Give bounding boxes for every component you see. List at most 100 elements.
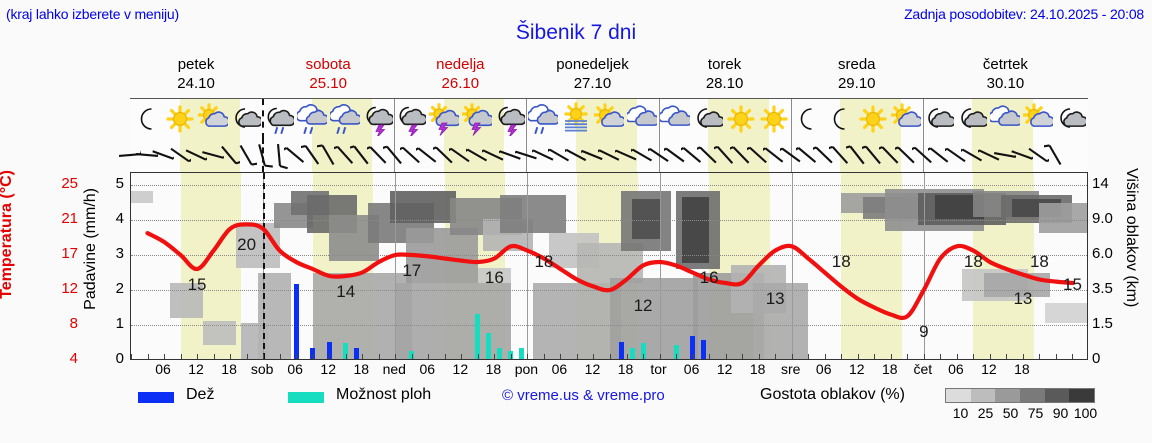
- axis-tick: [956, 354, 958, 359]
- meteogram-plot-area: 15 20 14 17 16 18 12 16 13 18 9 18 13 18 15: [130, 172, 1088, 360]
- day-date: 27.10: [573, 75, 612, 92]
- axis-tick: [131, 354, 132, 359]
- cloud-density-blob: [169, 283, 203, 318]
- copyright-text[interactable]: © vreme.us & vreme.pro: [502, 387, 665, 404]
- wind-barb: [218, 140, 241, 170]
- colorbar-tick-3: 75: [1027, 405, 1044, 421]
- weather-icon-sun: [759, 99, 790, 139]
- cloud-density-blob: [395, 283, 511, 359]
- colorbar-segment-0: [946, 389, 971, 402]
- temperature-value-label: 18: [1029, 252, 1049, 272]
- shower-bar: [486, 332, 492, 359]
- wind-barb: [829, 140, 851, 170]
- wind-barb: [317, 140, 339, 170]
- horizontal-gridline: [131, 325, 1087, 326]
- time-tick-label: tor: [650, 361, 667, 377]
- weather-icon-sun: [164, 99, 195, 139]
- horizontal-gridline: [131, 220, 1087, 221]
- wind-barb: [647, 140, 670, 170]
- axis-tick: [1006, 354, 1008, 359]
- time-tick-label: 06: [948, 361, 964, 377]
- axis-tick: [874, 354, 876, 359]
- day-name: nedelja: [436, 56, 485, 73]
- temperature-value-label: 16: [699, 268, 719, 287]
- axis-tick: [643, 354, 645, 359]
- day-name: četrtek: [982, 56, 1028, 73]
- weather-icon-row: [130, 98, 1088, 139]
- precipitation-axis-title: Padavine (mm/h): [82, 188, 99, 310]
- wind-barb: [268, 140, 290, 170]
- horizontal-gridline: [131, 255, 1087, 256]
- day-separator: [394, 99, 396, 139]
- cloud-density-colorbar: [945, 388, 1095, 403]
- cloud-density-blob: [681, 197, 710, 263]
- axis-tick: [164, 354, 166, 359]
- day-gridline: [395, 173, 397, 359]
- wind-barb: [631, 140, 653, 170]
- axis-tick: [543, 354, 545, 359]
- day-header-3: ponedeljek 27.10: [526, 55, 658, 97]
- cloud-density-blob: [235, 223, 280, 268]
- day-separator: [526, 99, 528, 139]
- wind-barb: [399, 140, 422, 170]
- axis-tick: [692, 354, 694, 359]
- axis-tick: [329, 354, 331, 359]
- day-date: 29.10: [837, 75, 876, 92]
- day-separator: [262, 99, 265, 139]
- axis-tick: [378, 354, 380, 359]
- axis-tick: [560, 354, 562, 359]
- rain-bar: [293, 283, 299, 359]
- wind-barb: [300, 140, 323, 170]
- cloud-density-colorbar-ticks: 10 25 50 75 90 100: [940, 405, 1102, 423]
- weather-icon-cloud: [627, 99, 658, 139]
- day-header-bar: petek 24.10 sobota 25.10 nedelja 26.10 ponedel…: [130, 55, 1088, 97]
- wind-barb: [548, 140, 570, 170]
- colorbar-tick-5: 100: [1073, 405, 1098, 421]
- weather-icon-cloud-rain: [329, 99, 360, 139]
- day-date: 28.10: [705, 75, 744, 92]
- axis-tick: [824, 354, 826, 359]
- temperature-axis-title: Temperatura (°C): [0, 170, 15, 299]
- axis-tick: [197, 354, 199, 359]
- temperature-value-label: 13: [1013, 289, 1033, 308]
- weather-icon-sun: [726, 99, 757, 139]
- cloud-height-tick-1: 9.0: [1092, 210, 1113, 227]
- day-name: petek: [177, 56, 215, 73]
- rain-bar: [701, 340, 707, 359]
- wind-barb: [449, 140, 471, 170]
- wind-barb: [135, 140, 158, 170]
- precipitation-tick-3: 2: [115, 280, 124, 297]
- axis-tick: [709, 354, 711, 359]
- weather-icon-moon-cloud-storm: [494, 99, 525, 139]
- wind-barb: [928, 140, 950, 170]
- time-tick-label: 12: [716, 361, 733, 377]
- wind-barb: [482, 140, 504, 170]
- time-tick-label: 12: [452, 361, 469, 377]
- weather-icon-moon-cloud-storm: [362, 99, 393, 139]
- wind-barb: [812, 140, 835, 170]
- axis-tick: [857, 354, 859, 359]
- location-menu-note[interactable]: (kraj lahko izberete v meniju): [6, 6, 179, 22]
- cloud-density-blob: [499, 195, 566, 233]
- weather-icon-moon-cloud: [230, 99, 261, 139]
- cloud-density-blob: [984, 273, 1051, 297]
- current-time-line: [263, 173, 266, 359]
- weather-icon-moon-cloud-storm: [395, 99, 426, 139]
- weather-icon-cloud-rain: [296, 99, 327, 139]
- axis-tick: [494, 354, 496, 359]
- colorbar-tick-0: 10: [952, 405, 969, 421]
- axis-tick: [362, 354, 364, 359]
- time-tick-label: sob: [250, 361, 274, 377]
- temperature-value-label: 16: [484, 268, 504, 287]
- cloud-density-legend-label: Gostota oblakov (%): [760, 386, 905, 403]
- weather-icon-sun-cloud: [891, 99, 922, 139]
- shower-bar: [475, 313, 481, 359]
- axis-tick: [1072, 354, 1074, 359]
- time-tick-label: 12: [848, 361, 865, 377]
- temperature-value-label: 13: [765, 289, 785, 308]
- time-tick-label: 12: [320, 361, 336, 377]
- axis-tick: [279, 354, 281, 359]
- weather-icon-cloud: [990, 99, 1021, 139]
- wind-barb: [763, 140, 785, 170]
- colorbar-segment-4: [1044, 389, 1070, 402]
